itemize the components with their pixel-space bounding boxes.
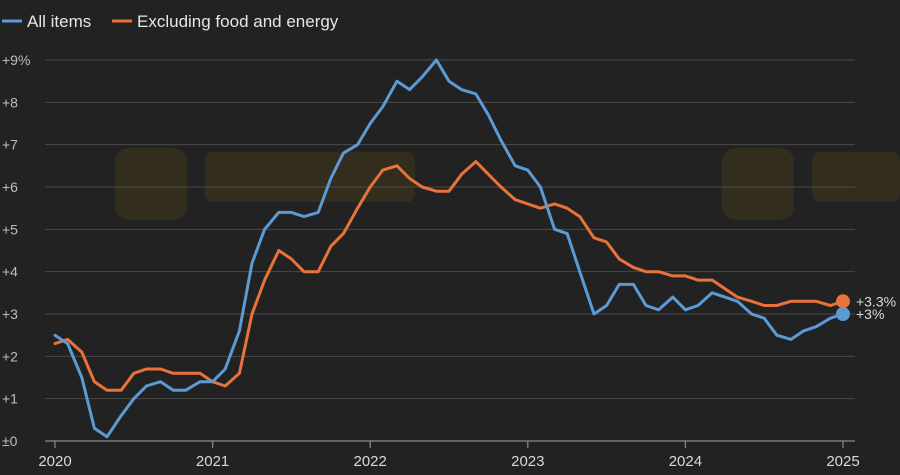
y-tick-label: +4 bbox=[2, 264, 18, 280]
series-line-0 bbox=[53, 58, 845, 439]
series-lines bbox=[53, 58, 845, 439]
y-tick-label: +2 bbox=[2, 348, 18, 364]
legend-label-0: All items bbox=[27, 12, 91, 31]
legend: All items Excluding food and energy bbox=[2, 12, 339, 31]
y-tick-label: +3 bbox=[2, 306, 18, 322]
legend-label-1: Excluding food and energy bbox=[137, 12, 339, 31]
x-tick-label: 2022 bbox=[354, 453, 387, 470]
watermark-left bbox=[115, 148, 415, 220]
series-line-1 bbox=[53, 160, 845, 392]
series-end-markers: +3%+3.3% bbox=[836, 293, 896, 322]
series-end-label-0: +3% bbox=[856, 306, 884, 322]
x-tick-label: 2023 bbox=[511, 453, 544, 470]
series-end-label-1: +3.3% bbox=[856, 293, 896, 309]
y-tick-label: +1 bbox=[2, 391, 18, 407]
gridlines bbox=[45, 59, 855, 400]
y-tick-label: +5 bbox=[2, 221, 18, 237]
y-tick-label: +6 bbox=[2, 179, 18, 195]
series-end-dot-1 bbox=[836, 294, 850, 309]
y-tick-label: +9% bbox=[2, 52, 30, 68]
y-tick-label: +7 bbox=[2, 137, 18, 153]
y-tick-label: +8 bbox=[2, 94, 18, 110]
x-axis: 2020 2021 2022 2023 2024 2025 bbox=[38, 440, 860, 470]
watermark-right bbox=[722, 148, 900, 220]
x-tick-label: 2021 bbox=[196, 453, 229, 470]
y-axis-ticks: ±0 +1 +2 +3 +4 +5 +6 +7 +8 +9% bbox=[2, 52, 30, 449]
x-tick-label: 2020 bbox=[38, 453, 71, 470]
x-tick-label: 2024 bbox=[669, 453, 702, 470]
y-tick-label: ±0 bbox=[2, 433, 18, 449]
x-tick-label: 2025 bbox=[826, 453, 859, 470]
series-end-dot-0 bbox=[836, 307, 850, 321]
